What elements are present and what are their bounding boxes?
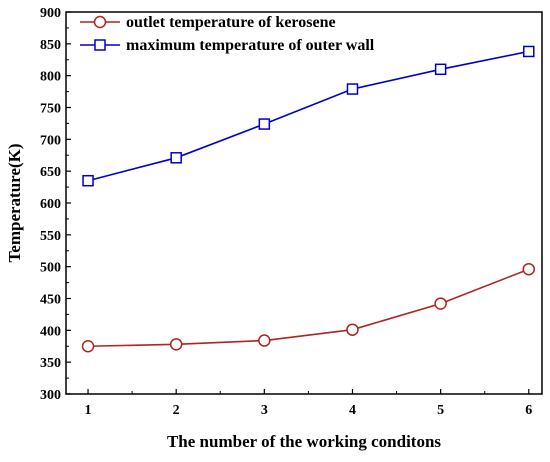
x-axis-title: The number of the working conditons <box>167 432 441 451</box>
legend-label: outlet temperature of kerosene <box>126 14 336 31</box>
series-line <box>87 50 529 182</box>
y-axis-title: Temperature(K) <box>5 144 24 263</box>
y-axis: 300 350 400 450 500 550 600 650 700 750 800 850 900 <box>40 6 71 403</box>
legend-item: outlet temperature of kerosene <box>80 14 336 31</box>
x-tick-label: 4 <box>349 403 356 418</box>
data-point <box>258 334 271 347</box>
y-tick-label: 550 <box>40 229 61 244</box>
y-tick-label: 750 <box>40 102 61 117</box>
y-tick-label: 400 <box>40 324 61 339</box>
y-tick-label: 350 <box>40 356 61 371</box>
x-axis: 1 2 3 4 5 6 <box>85 389 532 418</box>
y-tick-label: 300 <box>40 388 61 403</box>
x-tick-label: 2 <box>173 403 180 418</box>
data-point <box>434 63 447 76</box>
y-tick-label: 800 <box>40 70 61 85</box>
data-point <box>346 83 359 95</box>
x-tick-label: 6 <box>525 403 532 418</box>
y-tick-label: 850 <box>40 38 61 53</box>
y-tick-label: 600 <box>40 197 61 212</box>
y-tick-label: 700 <box>40 133 61 148</box>
plot-border <box>65 11 543 395</box>
data-point <box>81 340 95 353</box>
data-point <box>169 338 183 351</box>
series-1 <box>81 262 536 353</box>
plot-frame <box>65 11 543 395</box>
legend-item: maximum temperature of outer wall <box>80 37 375 54</box>
data-point <box>522 262 536 276</box>
data-point <box>82 174 94 187</box>
x-tick-label: 3 <box>261 403 268 418</box>
y-tick-label: 450 <box>40 293 61 308</box>
data-point <box>346 323 359 336</box>
x-tick-label: 1 <box>85 403 92 418</box>
legend: outlet temperature of kerosene maximum te… <box>80 14 375 54</box>
series-layer <box>81 45 536 353</box>
legend-label: maximum temperature of outer wall <box>126 37 375 54</box>
data-point <box>523 45 535 58</box>
data-point <box>170 152 182 164</box>
data-point <box>258 118 271 130</box>
data-point <box>434 297 447 310</box>
legend-marker <box>94 39 106 51</box>
y-tick-label: 500 <box>40 261 61 276</box>
series-line <box>88 268 530 348</box>
series-2 <box>82 45 535 187</box>
y-tick-label: 650 <box>40 165 61 180</box>
x-tick-label: 5 <box>437 403 444 418</box>
y-tick-label: 900 <box>40 6 61 21</box>
legend-marker <box>93 15 107 29</box>
